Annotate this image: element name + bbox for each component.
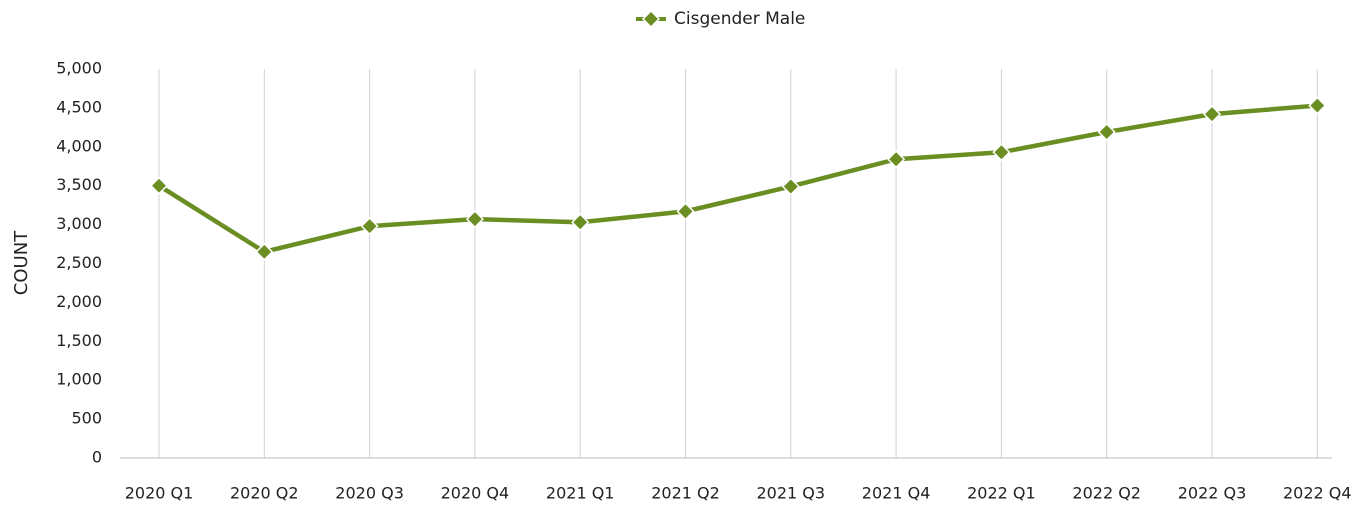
point-marker bbox=[149, 176, 169, 195]
y-tick-label: 3,000 bbox=[56, 214, 102, 233]
x-tick-label: 2022 Q1 bbox=[967, 484, 1036, 503]
legend-label: Cisgender Male bbox=[674, 9, 805, 29]
point-marker bbox=[360, 217, 379, 236]
point-marker bbox=[676, 202, 695, 221]
y-axis-title: COUNT bbox=[11, 230, 32, 295]
point-marker bbox=[1202, 105, 1222, 124]
point-marker bbox=[1097, 122, 1116, 142]
y-tick-label: 0 bbox=[92, 448, 102, 467]
point-marker bbox=[1308, 96, 1327, 115]
series-line bbox=[157, 103, 1318, 255]
x-tick-label: 2020 Q2 bbox=[230, 484, 299, 503]
y-tick-label: 2,000 bbox=[56, 292, 102, 311]
y-tick-label: 5,000 bbox=[56, 59, 102, 78]
x-tick-label: 2021 Q3 bbox=[757, 484, 826, 503]
y-tick-label: 4,000 bbox=[56, 136, 102, 155]
y-tick-label: 1,500 bbox=[56, 331, 102, 350]
y-tick-label: 3,500 bbox=[56, 175, 102, 194]
y-tick-label: 500 bbox=[71, 409, 102, 428]
x-tick-label: 2020 Q3 bbox=[335, 484, 404, 503]
point-marker bbox=[887, 150, 906, 169]
x-tick-label: 2020 Q1 bbox=[125, 484, 194, 503]
legend-marker bbox=[641, 9, 661, 29]
x-tick-label: 2020 Q4 bbox=[441, 484, 510, 503]
x-tick-label: 2022 Q2 bbox=[1072, 484, 1141, 503]
point-marker bbox=[465, 210, 484, 229]
x-tick-label: 2021 Q1 bbox=[546, 484, 615, 503]
point-marker bbox=[571, 213, 590, 232]
y-tick-label: 2,500 bbox=[56, 253, 102, 272]
x-tick-label: 2021 Q4 bbox=[862, 484, 931, 503]
x-tick-label: 2022 Q3 bbox=[1178, 484, 1247, 503]
point-marker bbox=[992, 143, 1011, 162]
y-tick-label: 1,000 bbox=[56, 370, 102, 389]
point-marker bbox=[255, 242, 274, 261]
x-tick-label: 2022 Q4 bbox=[1283, 484, 1352, 503]
point-marker bbox=[781, 177, 800, 196]
x-tick-label: 2021 Q2 bbox=[651, 484, 720, 503]
y-tick-label: 4,500 bbox=[56, 97, 102, 116]
